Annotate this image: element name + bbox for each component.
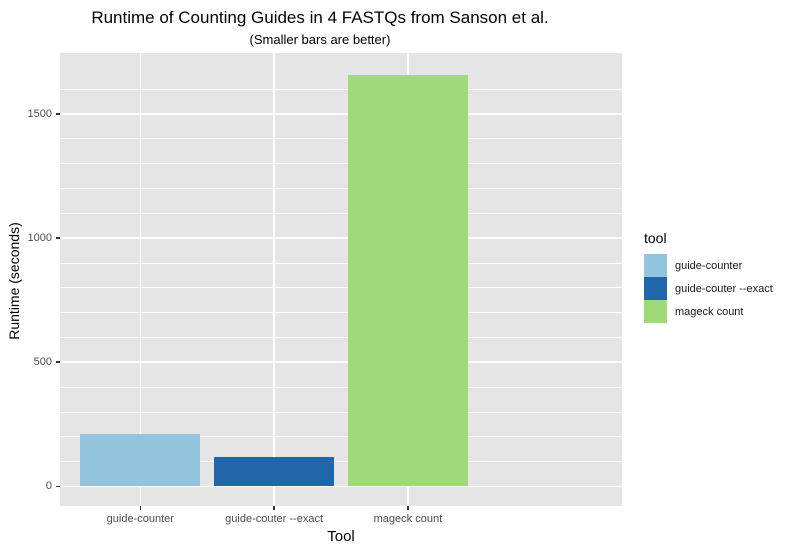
x-axis-title: Tool [327,528,355,545]
major-gridline [60,485,622,488]
minor-gridline [60,212,622,214]
minor-gridline [60,436,622,438]
legend-swatch-guide-counter [644,254,667,277]
category-gridline [273,53,275,506]
y-tick-label: 0 [45,480,52,492]
minor-gridline [60,461,622,463]
minor-gridline [60,287,622,289]
y-tick-label: 1500 [27,107,52,120]
minor-gridline [60,163,622,165]
chart-subtitle: (Smaller bars are better) [249,32,391,47]
chart-title: Runtime of Counting Guides in 4 FASTQs f… [91,8,549,27]
y-tick-label: 500 [33,355,52,368]
x-tick [273,506,275,510]
legend-swatch-mageck-count [644,300,667,323]
legend-title: tool [644,230,667,246]
x-tick [139,506,142,510]
minor-gridline [60,138,622,140]
minor-gridline [60,88,622,90]
y-axis-title: Runtime (seconds) [6,222,22,340]
bar-mageck-count [347,75,469,487]
bar-guide-couter-exact [213,457,335,487]
minor-gridline [60,312,622,314]
minor-gridline [60,337,622,339]
y-tick [56,485,60,487]
major-gridline [60,361,622,364]
y-tick [56,361,60,363]
minor-gridline [60,188,622,190]
category-gridline [139,53,142,506]
major-gridline [60,237,622,240]
y-tick [56,237,60,239]
legend-label: mageck count [675,305,744,318]
minor-gridline [60,262,622,264]
legend-label: guide-couter --exact [675,282,773,295]
minor-gridline [60,386,622,388]
x-tick-label: mageck count [373,513,443,525]
bar-guide-counter [80,434,201,487]
x-tick [407,506,409,510]
major-gridline [60,113,622,115]
y-tick [56,113,60,115]
x-tick-label: guide-couter --exact [225,513,323,525]
y-tick-label: 1000 [27,231,52,244]
plot-panel [60,53,622,506]
legend-label: guide-counter [675,259,743,272]
minor-gridline [60,411,622,413]
x-tick-label: guide-counter [106,513,174,525]
legend-swatch-guide-couter-exact [644,277,667,300]
